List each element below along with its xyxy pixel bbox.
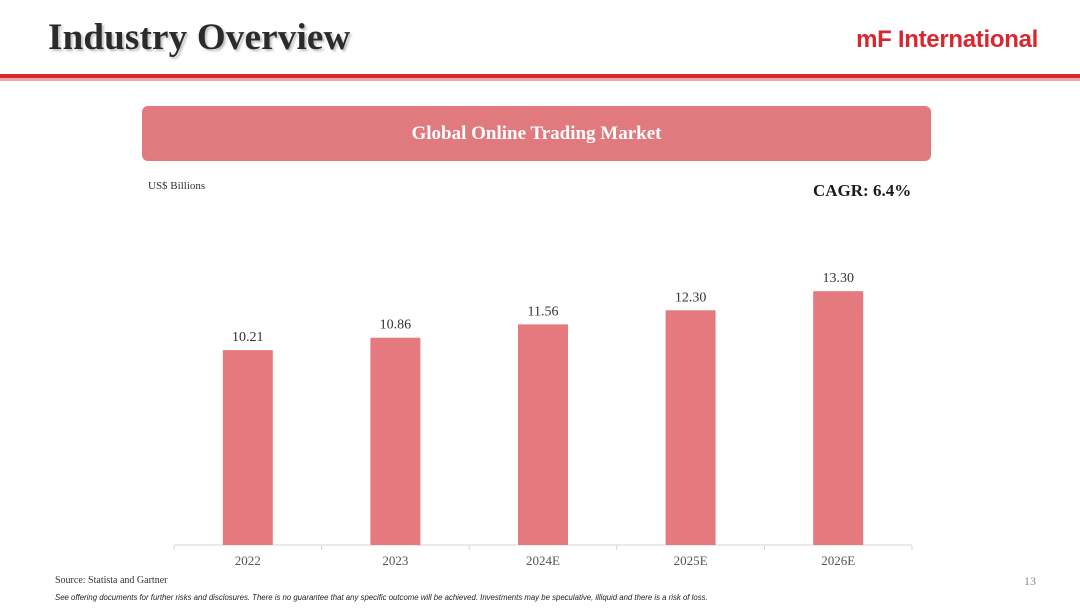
- x-tick-label: 2022: [235, 553, 261, 568]
- header-divider: [0, 74, 1080, 81]
- bar-2022: [222, 350, 273, 545]
- page-number: 13: [1024, 574, 1036, 588]
- chart-title: Global Online Trading Market: [411, 122, 662, 144]
- brand-logo: mF International: [856, 26, 1038, 53]
- data-label: 13.30: [822, 271, 854, 286]
- source-note: Source: Statista and Gartner: [55, 575, 168, 586]
- data-label: 12.30: [675, 290, 707, 305]
- x-tick-label: 2025E: [674, 553, 708, 568]
- units-label: US$ Billions: [148, 180, 206, 192]
- data-label: 10.86: [380, 318, 412, 333]
- bar-2024e: [518, 324, 568, 545]
- data-label: 11.56: [528, 304, 559, 319]
- cagr-label: CAGR: 6.4%: [813, 181, 912, 200]
- x-tick-label: 2024E: [526, 553, 560, 568]
- x-tick-label: 2026E: [821, 553, 855, 568]
- bar-2025e: [665, 310, 716, 545]
- chart-title-banner: Global Online Trading Market: [142, 106, 931, 161]
- data-label: 10.21: [232, 330, 264, 345]
- page-title: Industry Overview: [48, 17, 351, 58]
- disclaimer: See offering documents for further risks…: [55, 593, 708, 602]
- x-tick-label: 2023: [382, 553, 408, 568]
- bar-2026e: [813, 291, 864, 545]
- bar-2023: [370, 337, 421, 545]
